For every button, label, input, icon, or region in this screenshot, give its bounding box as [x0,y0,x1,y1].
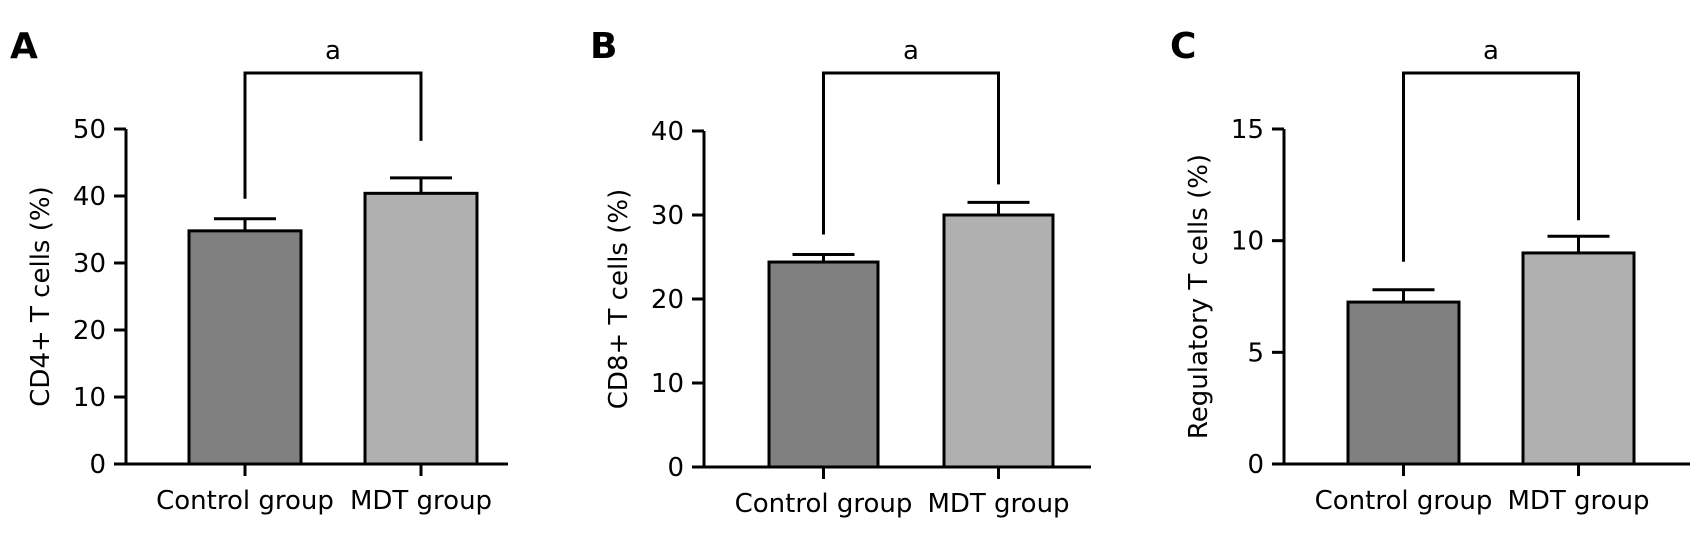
panel-label: B [590,26,617,67]
y-tick-label: 10 [651,369,684,399]
y-tick-label: 10 [1231,227,1264,257]
significance-label: a [1483,36,1499,66]
y-tick-label: 20 [651,285,684,315]
y-tick-label: 40 [73,182,106,212]
panel-A: A 0 10 20 30 40 50 CD4+ T cells (%) Control grou… [10,26,508,516]
y-tick-label: 10 [73,383,106,413]
panel-label: C [1170,26,1196,67]
y-tick-label: 30 [651,201,684,231]
bar-mdt [363,191,479,466]
y-tick-label: 0 [667,453,684,483]
bar-mdt [942,213,1055,469]
x-tick-label: MDT group [927,489,1069,519]
significance-bracket [1402,71,1580,262]
bar-control [187,229,303,466]
y-axis-label: Regulatory T cells (%) [1184,154,1214,439]
y-tick-label: 40 [651,117,684,147]
panel-C: C 0 5 10 15 Regulatory T cells (%) Control gro… [1170,26,1690,516]
x-tick-label: Control group [735,489,913,519]
y-tick-label: 0 [89,450,106,480]
y-tick-label: 15 [1231,115,1264,145]
x-tick-label: MDT group [350,486,492,516]
x-tick-label: Control group [156,486,334,516]
panel-label: A [10,26,38,67]
y-axis-label: CD4+ T cells (%) [26,186,56,406]
significance-label: a [903,36,919,66]
y-tick-label: 5 [1247,338,1264,368]
y-tick-label: 50 [73,115,106,145]
bar-control [1346,300,1461,466]
x-tick-label: Control group [1315,486,1493,516]
significance-bracket [243,71,423,199]
bar-mdt [1521,251,1636,466]
bar-control [767,260,880,469]
y-tick-label: 0 [1247,450,1264,480]
y-tick-label: 20 [73,316,106,346]
y-tick-label: 30 [73,249,106,279]
significance-bracket [822,71,1000,235]
panel-B: B 0 10 20 30 40 CD8+ T cells (%) Control group M… [590,26,1091,519]
significance-label: a [325,36,341,66]
y-axis-label: CD8+ T cells (%) [604,189,634,409]
x-tick-label: MDT group [1507,486,1649,516]
